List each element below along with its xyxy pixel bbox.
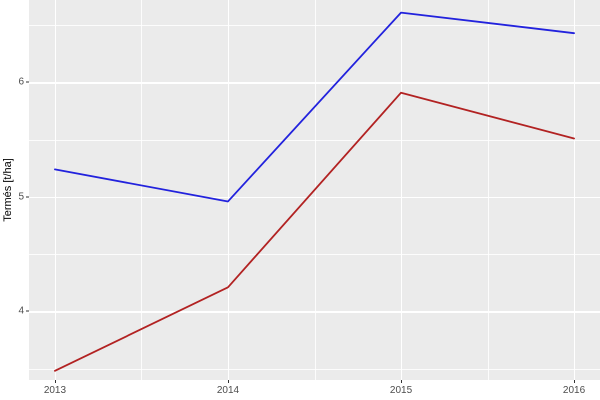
gridline-major-vertical bbox=[227, 0, 230, 380]
y-axis-tick-labels: 4 5 6 bbox=[16, 0, 29, 380]
x-axis-tick-label: 2013 bbox=[43, 385, 67, 396]
x-axis-tick-mark bbox=[401, 380, 403, 383]
y-axis-tick-mark bbox=[26, 196, 29, 198]
gridline-major-horizontal bbox=[29, 82, 600, 84]
gridline-major-horizontal bbox=[29, 311, 600, 313]
y-axis-tick-label: 4 bbox=[18, 305, 24, 317]
x-axis-tick-label: 2015 bbox=[389, 385, 413, 396]
series-line-blue-series bbox=[54, 11, 575, 203]
gridline-minor-vertical bbox=[487, 0, 489, 380]
y-axis-tick-label: 5 bbox=[18, 191, 24, 203]
x-axis-tick-mark bbox=[227, 380, 229, 383]
x-axis-tick-label: 2016 bbox=[562, 385, 586, 396]
plot-panel bbox=[29, 0, 600, 380]
gridline-minor-horizontal bbox=[29, 139, 600, 141]
gridline-major-vertical bbox=[574, 0, 576, 380]
y-axis-tick-mark bbox=[26, 81, 29, 83]
gridline-minor-vertical bbox=[141, 0, 143, 380]
y-axis-title-text: Termés [t/ha] bbox=[2, 158, 15, 222]
gridline-major-horizontal bbox=[29, 196, 600, 199]
x-axis: 2013 2014 2015 2016 bbox=[29, 380, 600, 400]
y-axis-title: Termés [t/ha] bbox=[0, 0, 16, 380]
gridline-minor-horizontal bbox=[29, 25, 600, 26]
x-axis-tick-label: 2014 bbox=[216, 385, 240, 396]
gridline-major-vertical bbox=[54, 0, 57, 380]
y-axis-tick-mark bbox=[26, 310, 29, 312]
gridline-minor-horizontal bbox=[29, 368, 600, 370]
series-line-red-series bbox=[54, 91, 575, 372]
gridline-minor-horizontal bbox=[29, 254, 600, 255]
x-axis-tick-mark bbox=[54, 380, 56, 383]
y-axis-tick-label: 6 bbox=[18, 76, 24, 88]
x-axis-tick-mark bbox=[574, 380, 576, 383]
gridline-major-vertical bbox=[401, 0, 403, 380]
series-layer bbox=[54, 11, 575, 372]
